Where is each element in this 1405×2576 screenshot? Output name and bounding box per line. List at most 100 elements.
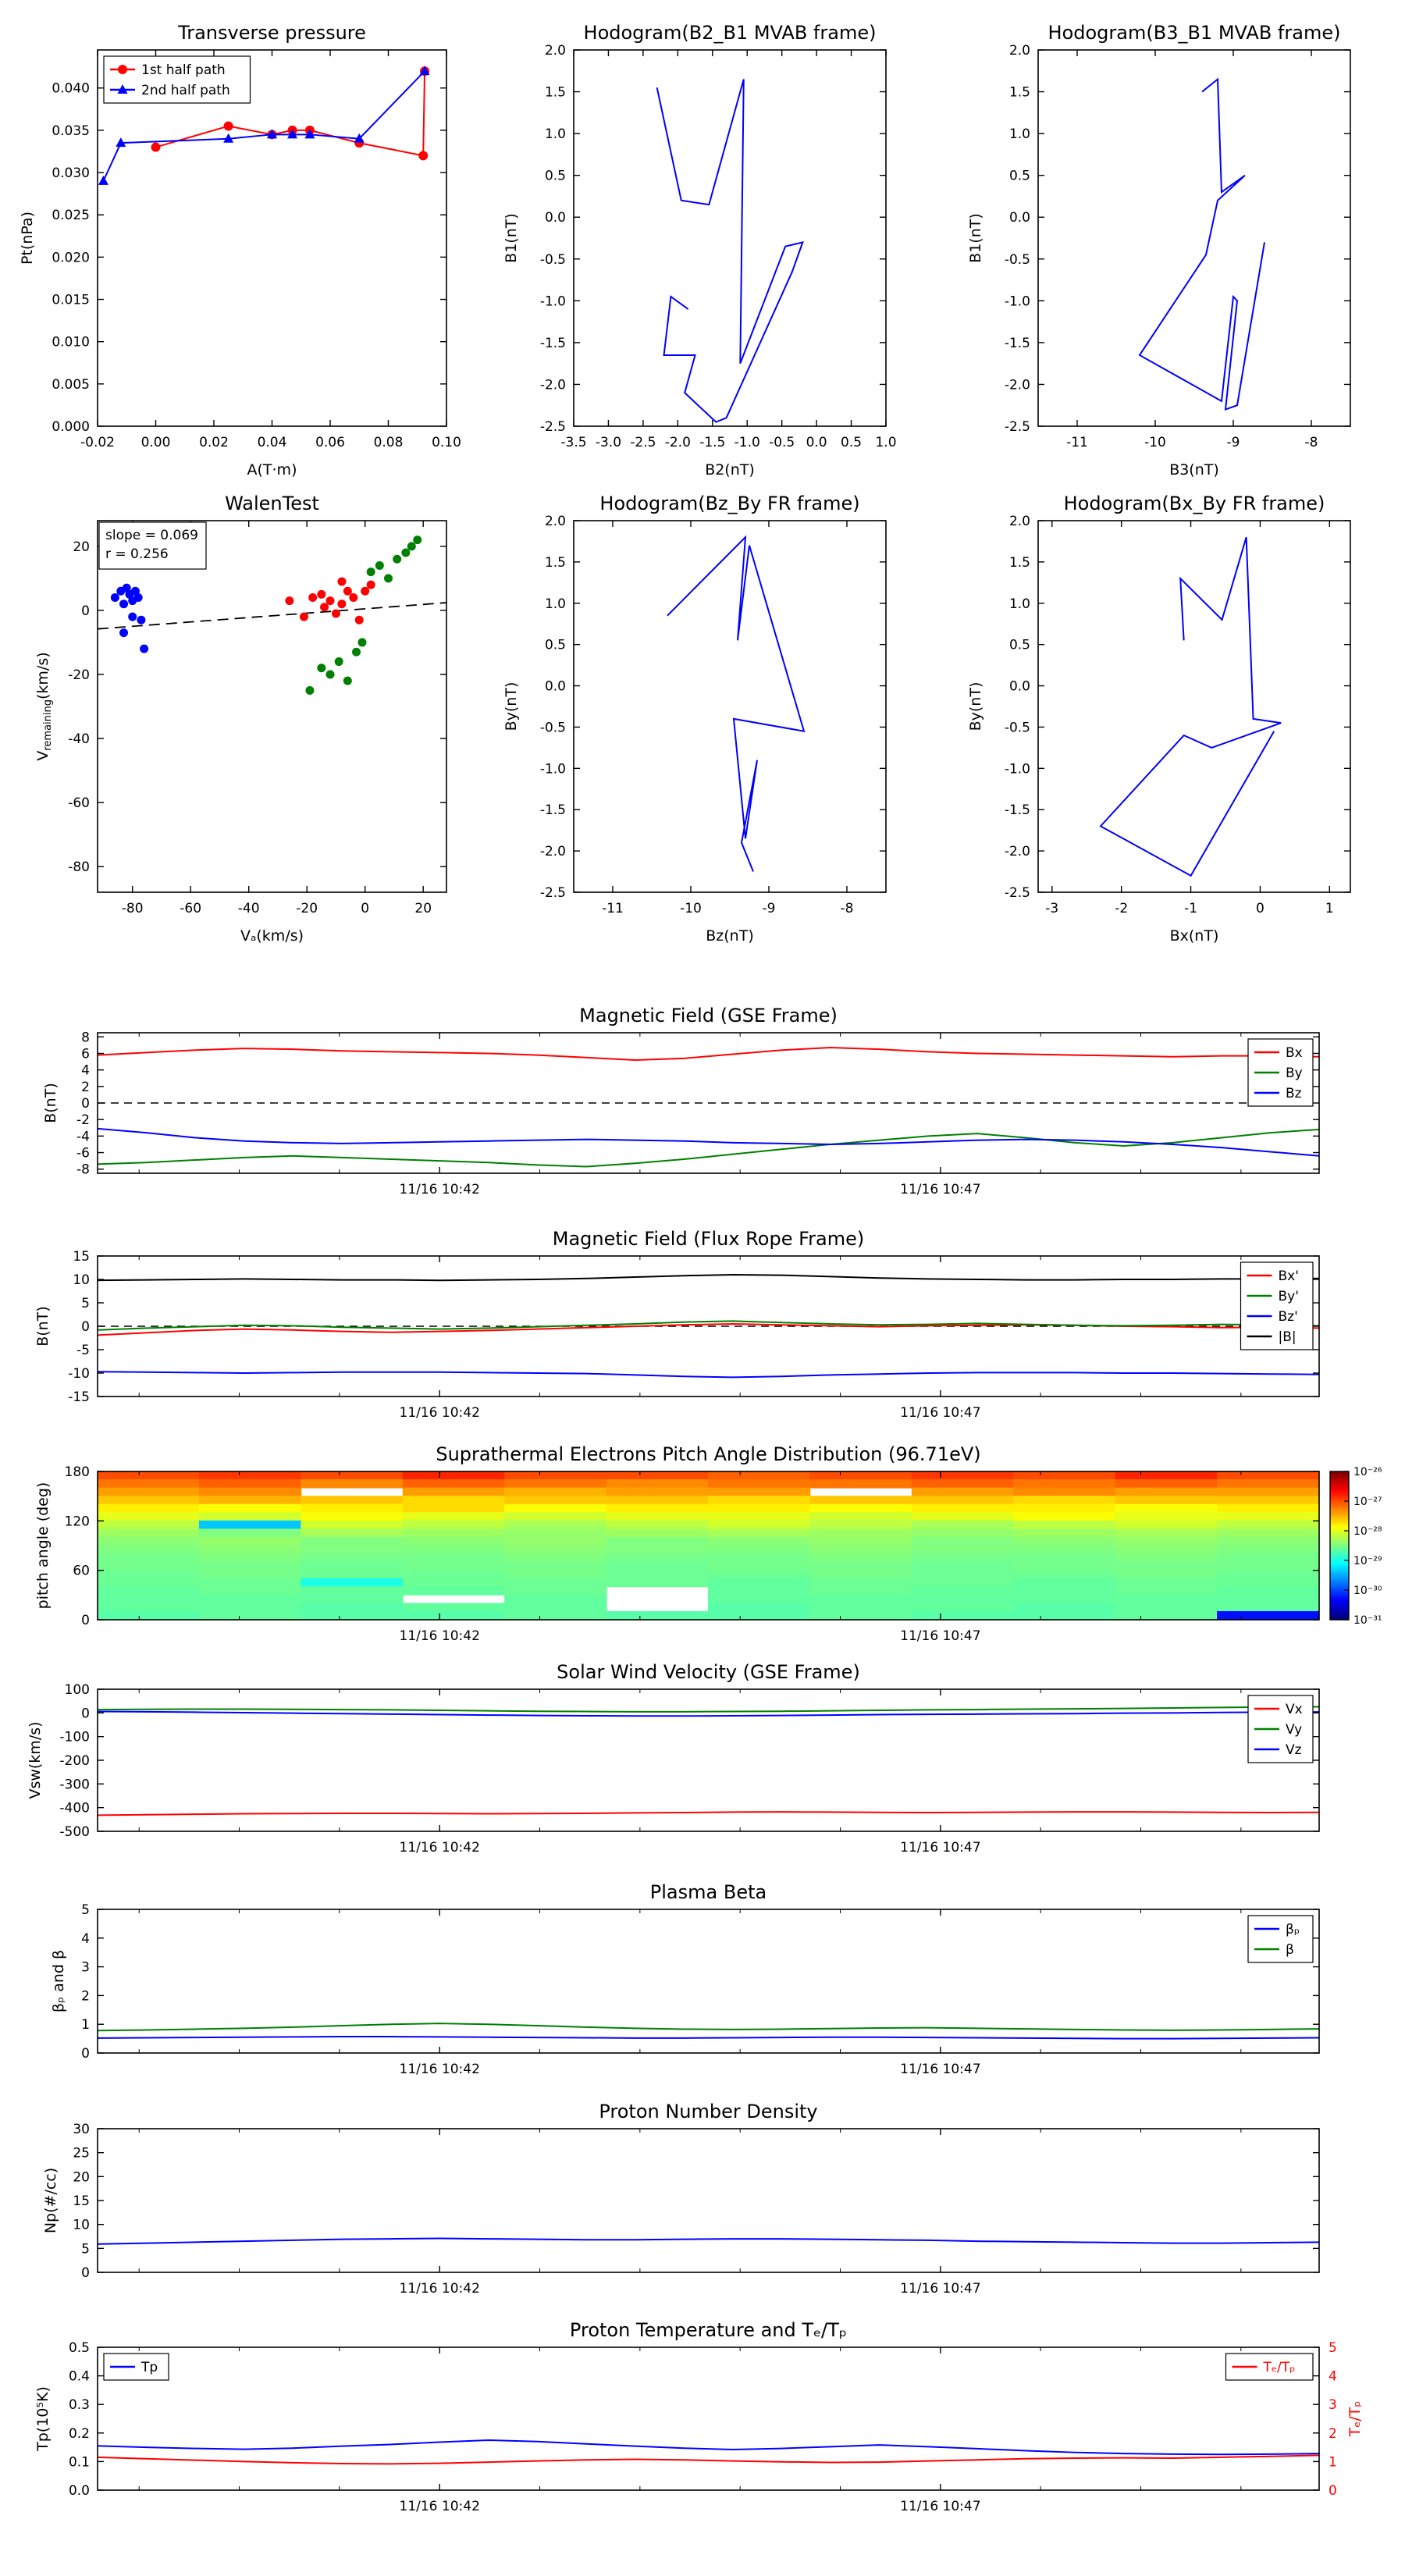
y-tick-label: 0.5 [545,169,566,184]
dot-marker [343,586,352,596]
x-tick-label: 11/16 10:47 [900,1182,980,1197]
dot-marker [119,600,129,609]
legend-label: Tₑ/Tₚ [1263,2360,1296,2375]
y-tick-label: -1.5 [1005,336,1030,351]
series-line-1st half path [155,71,426,157]
axes-frame-hodogram-b2-b1 [573,49,887,427]
dot-marker [401,548,411,557]
x-tick-label: 0.0 [806,435,827,450]
dot-marker [366,580,375,589]
series-line-fit line [98,602,446,630]
panel-hodogram-b3-b1: -11 -10 -9 -8 -2.5 -2.0 -1.5 -1.0 -0.5 0.0 0.5 1.0 1… [967,22,1351,479]
x-tick-label: -3 [1045,901,1058,916]
y-axis-label: By(nT) [967,682,984,731]
triangle-marker [98,175,108,185]
y-tick-label: 0.0 [69,2483,90,2499]
y-tick-label: -2.5 [540,885,566,901]
y-tick-label: 6 [81,1046,90,1062]
y-tick-label: -4 [76,1129,90,1144]
axes-frame-hodogram-bz-by [573,520,887,893]
y-tick-label: -2.0 [540,377,566,393]
legend-box [1240,1261,1314,1350]
right-y-tick-label: 5 [1329,2340,1337,2356]
triangle-marker [267,129,277,139]
dot-marker [361,586,370,596]
x-tick-label: 11/16 10:42 [400,1840,480,1856]
annotation-line: r = 0.256 [105,546,169,562]
plot-area-proton-temperature [98,2439,1319,2465]
ticks-pitch-angle-distribution: 11/16 10:42 11/16 10:47 0 60 120 180 [65,1464,1319,1644]
series-markers-2nd half path [98,66,430,185]
y-tick-label: 8 [81,1030,90,1045]
series-line-Bz' [98,1371,1319,1379]
ticks-proton-number-density: 11/16 10:42 11/16 10:47 0 5 10 15 20 25 30 [73,2122,1319,2297]
chart-title: Hodogram(Bx_By FR frame) [1064,493,1325,514]
legend-box [103,55,251,104]
y-tick-label: -0.5 [1005,252,1030,268]
y-tick-label: -1.5 [540,336,566,351]
series-markers-group-1 [110,583,149,653]
right-y-tick-label: 0 [1329,2483,1337,2499]
legend-label: Tp [140,2360,158,2375]
chart-title: Plasma Beta [650,1881,767,1903]
right-y-tick-label: 4 [1329,2369,1337,2385]
y-tick-label: 180 [65,1464,90,1480]
panel-hodogram-bx-by: -3 -2 -1 0 1 -2.5 -2.0 -1.5 -1.0 -0.5 0.0 0.5 1.0 1.5… [967,493,1351,945]
x-tick-label: -2 [1115,901,1128,916]
x-tick-label: -3.0 [596,435,621,450]
y-tick-label: 0.2 [69,2426,90,2442]
y-tick-label: 5 [81,1902,90,1918]
y-tick-label: -8 [76,1162,90,1178]
y-axis-label: By(nT) [503,682,520,731]
y-tick-label: 0.0 [545,210,566,226]
series-line-By [98,1128,1319,1168]
dot-marker [331,609,340,618]
dot-marker [384,574,393,583]
ticks-hodogram-b3-b1: -11 -10 -9 -8 -2.5 -2.0 -1.5 -1.0 -0.5 0.0 0.5 1.0 1… [1005,43,1350,450]
annotation-walen-test: slope = 0.069 r = 0.256 [98,521,207,570]
ticks-hodogram-b2-b1: -3.5 -3.0 -2.5 -2.0 -1.5 -1.0 -0.5 0.0 0.5 1.0 -2.… [540,43,897,450]
y-axis-label: pitch angle (deg) [34,1482,52,1610]
y-tick-label: 0.4 [69,2369,90,2385]
legend-solar-wind-velocity-0: Vx Vy Vz [1247,1695,1314,1763]
x-tick-label: -20 [296,901,318,916]
axes-frame-solar-wind-velocity [97,1688,1320,1832]
chart-title: Hodogram(Bz_By FR frame) [599,493,859,514]
y-axis-label: B(nT) [42,1083,59,1123]
y-tick-label: 0.5 [1009,638,1030,653]
series-line-β [98,2023,1319,2032]
x-tick-label: -8 [841,901,854,916]
series-markers-group-3 [305,535,422,695]
y-tick-label: 1.5 [1009,85,1030,101]
y-tick-label: -1.0 [1005,761,1030,777]
series-line-By' [98,1320,1319,1331]
x-tick-label: 0.08 [374,435,404,450]
y-tick-label: -2.0 [1005,844,1030,859]
y-tick-label: -80 [68,859,90,875]
x-tick-label: 11/16 10:42 [400,2281,480,2297]
series-line-Vz [98,1710,1319,1717]
x-tick-label: -2.0 [665,435,691,450]
axes-frame-hodogram-b3-b1 [1037,49,1351,427]
x-axis-label: B2(nT) [705,461,755,479]
y-axis-label: B1(nT) [967,213,984,263]
y-tick-label: 1.0 [545,126,566,142]
x-tick-label: 0.04 [258,435,287,450]
x-tick-label: 0.02 [199,435,229,450]
y-tick-label: -0.5 [1005,720,1030,735]
y-tick-label: -0.5 [540,720,566,735]
x-tick-label: 1.0 [875,435,896,450]
dot-marker [366,568,375,577]
y-tick-label: 4 [81,1931,90,1947]
dot-marker [317,589,326,599]
y-tick-label: -2.0 [540,844,566,859]
y-tick-label: 0 [81,1706,90,1721]
y-tick-label: 1.0 [1009,126,1030,142]
x-tick-label: -1 [1184,901,1197,916]
y-tick-label: 0 [81,1319,90,1335]
y-tick-label: -0.5 [540,252,566,268]
colorbar-tick-label: 10⁻³⁰ [1353,1585,1382,1597]
dot-marker [357,638,367,647]
dot-marker [334,657,343,667]
